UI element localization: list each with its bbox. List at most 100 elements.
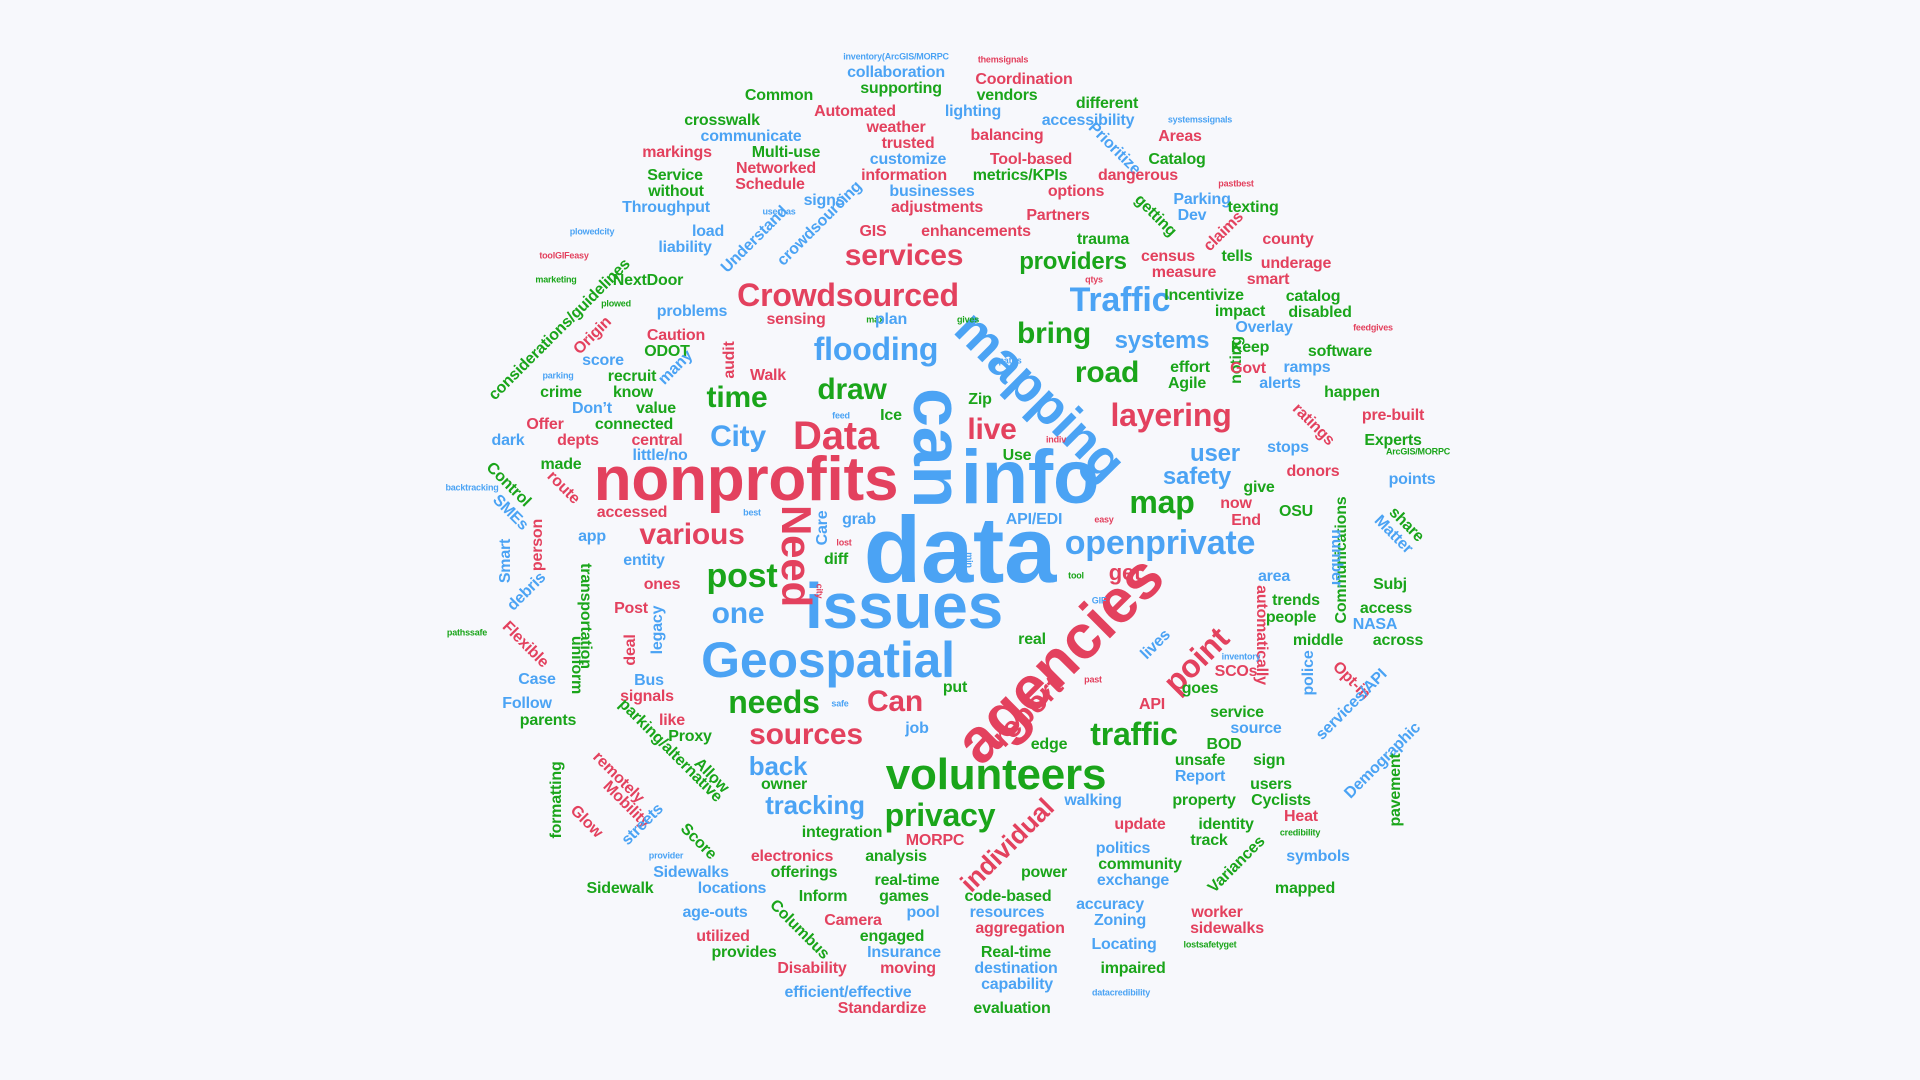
word-central: central [631,432,683,449]
word-city: City [710,420,766,453]
word-post: Post [614,600,648,617]
word-trusted: trusted [881,135,935,152]
word-report: Report [1174,768,1226,785]
word-qtys: qtys [1085,274,1103,285]
word-impaired: impaired [1100,960,1166,977]
word-parents: parents [519,712,577,729]
word-identity: identity [1198,816,1254,833]
word-happen: happen [1324,384,1380,401]
word-deal: deal [622,634,639,666]
word-aggregation: aggregation [975,920,1065,937]
word-need: Need [773,505,820,607]
word-code-based: code-based [964,888,1052,905]
word-communicate: communicate [700,128,802,145]
word-unsafe: unsafe [1174,752,1226,769]
word-diff: diff [823,551,849,568]
word-glow: Glow [566,802,606,842]
word-engaged: engaged [859,928,925,945]
word-issues: issues [804,570,1004,642]
word-formatting: formatting [548,761,565,839]
word-crime: crime [540,384,582,401]
word-ice: Ice [880,407,902,424]
word-don-t: Don’t [572,400,612,417]
word-county: county [1262,231,1314,248]
word-underage: underage [1260,255,1332,272]
word-dangerous: dangerous [1098,167,1178,184]
word-pastbest: pastbest [1218,178,1254,189]
word-api: API [1138,696,1166,713]
word-nextdoor: NextDoor [612,272,684,289]
word-put: put [942,679,968,696]
word-give: give [1243,479,1275,496]
word-understand: Understand [717,202,792,277]
word-various: various [639,518,745,551]
word-efficient-effective: efficient/effective [784,984,912,1001]
word-parking: parking [542,370,574,381]
word-power: power [1020,864,1068,881]
word-census: census [1141,248,1195,265]
word-signs: signs [803,192,845,209]
word-customize: customize [869,151,947,168]
word-real-time: Real-time [980,944,1052,961]
word-keep: Keep [1230,339,1270,356]
word-morpc: MORPC [905,832,965,849]
word-safety: safety [1162,463,1232,490]
word-goes: goes [1181,680,1219,697]
word-stops: stops [1267,439,1309,456]
word-trauma: trauma [1076,231,1130,248]
word-depts: depts [557,432,599,449]
word-markings: markings [642,144,712,161]
word-disability: Disability [777,960,847,977]
word-systems: systems [1114,327,1210,354]
word-gis: GIS [859,223,887,240]
word-businesses: businesses [889,183,975,200]
word-vendors: vendors [976,87,1038,104]
word-donors: donors [1286,463,1340,480]
word-balancing: balancing [970,127,1044,144]
word-nasa: NASA [1352,616,1398,633]
word-across: across [1372,632,1424,649]
word-like: like [659,712,685,729]
word-weather: weather [866,119,926,136]
word-camera: Camera [824,912,882,929]
word-smart: smart [1246,271,1290,288]
word-incentivize: Incentivize [1164,287,1244,304]
word-resources: resources [969,904,1045,921]
word-service: service [1210,704,1264,721]
word-lives: lives [1137,626,1174,663]
word-inventory-arcgis-morpc: inventory(ArcGIS/MORPC [843,51,949,62]
word-adjustments: adjustments [890,199,984,216]
word-locations: locations [697,880,767,897]
word-can: can [899,387,977,509]
word-userhas: userhas [762,206,796,217]
word-use: Use [1002,447,1032,464]
word-analysis: analysis [865,848,927,865]
word-without: without [648,183,704,200]
word-real: real [1018,631,1046,648]
word-nonprofits: nonprofits [593,445,899,514]
word-entity: entity [623,552,665,569]
word-data: data [863,497,1057,602]
word-layering: layering [1110,397,1232,433]
word-integration: integration [801,824,883,841]
word-ramps: ramps [1283,359,1331,376]
word-pre-built: pre-built [1361,407,1425,424]
word-post: post [706,557,778,595]
word-route: route [543,467,584,508]
word-follow: Follow [502,695,552,712]
word-road: road [1074,356,1140,389]
word-service: Service [647,167,703,184]
word-case: Case [518,671,556,688]
word-trends: trends [1272,592,1320,609]
word-games: games [879,888,929,905]
word-proxy: Proxy [668,728,712,745]
word-areas: Areas [1158,128,1202,145]
word-user: user [1190,440,1240,467]
word-information: information [861,167,947,184]
word-tells: tells [1221,248,1253,265]
word-software: software [1307,343,1373,360]
word-easy: easy [1094,514,1114,525]
word-electronics: electronics [750,848,834,865]
word-walking: walking [1064,792,1122,809]
